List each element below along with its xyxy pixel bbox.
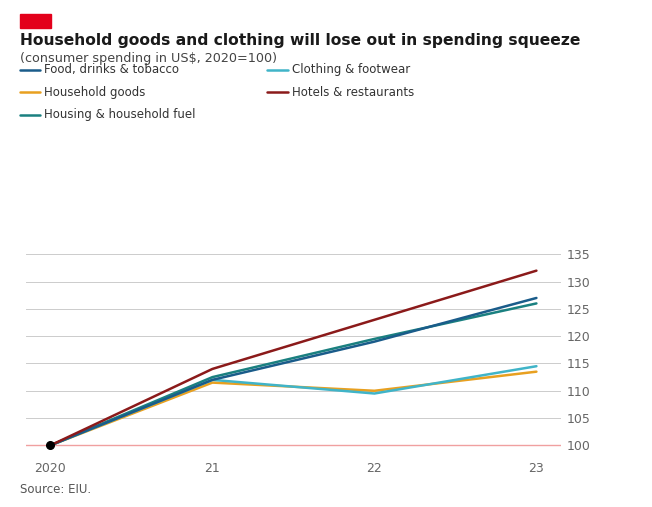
Text: Household goods and clothing will lose out in spending squeeze: Household goods and clothing will lose o… xyxy=(20,33,580,48)
Text: Food, drinks & tobacco: Food, drinks & tobacco xyxy=(44,63,179,77)
Text: Housing & household fuel: Housing & household fuel xyxy=(44,108,196,121)
Text: Hotels & restaurants: Hotels & restaurants xyxy=(292,86,415,99)
Text: (consumer spending in US$, 2020=100): (consumer spending in US$, 2020=100) xyxy=(20,52,276,65)
Text: Household goods: Household goods xyxy=(44,86,145,99)
Text: Source: EIU.: Source: EIU. xyxy=(20,483,91,496)
Text: Clothing & footwear: Clothing & footwear xyxy=(292,63,410,77)
